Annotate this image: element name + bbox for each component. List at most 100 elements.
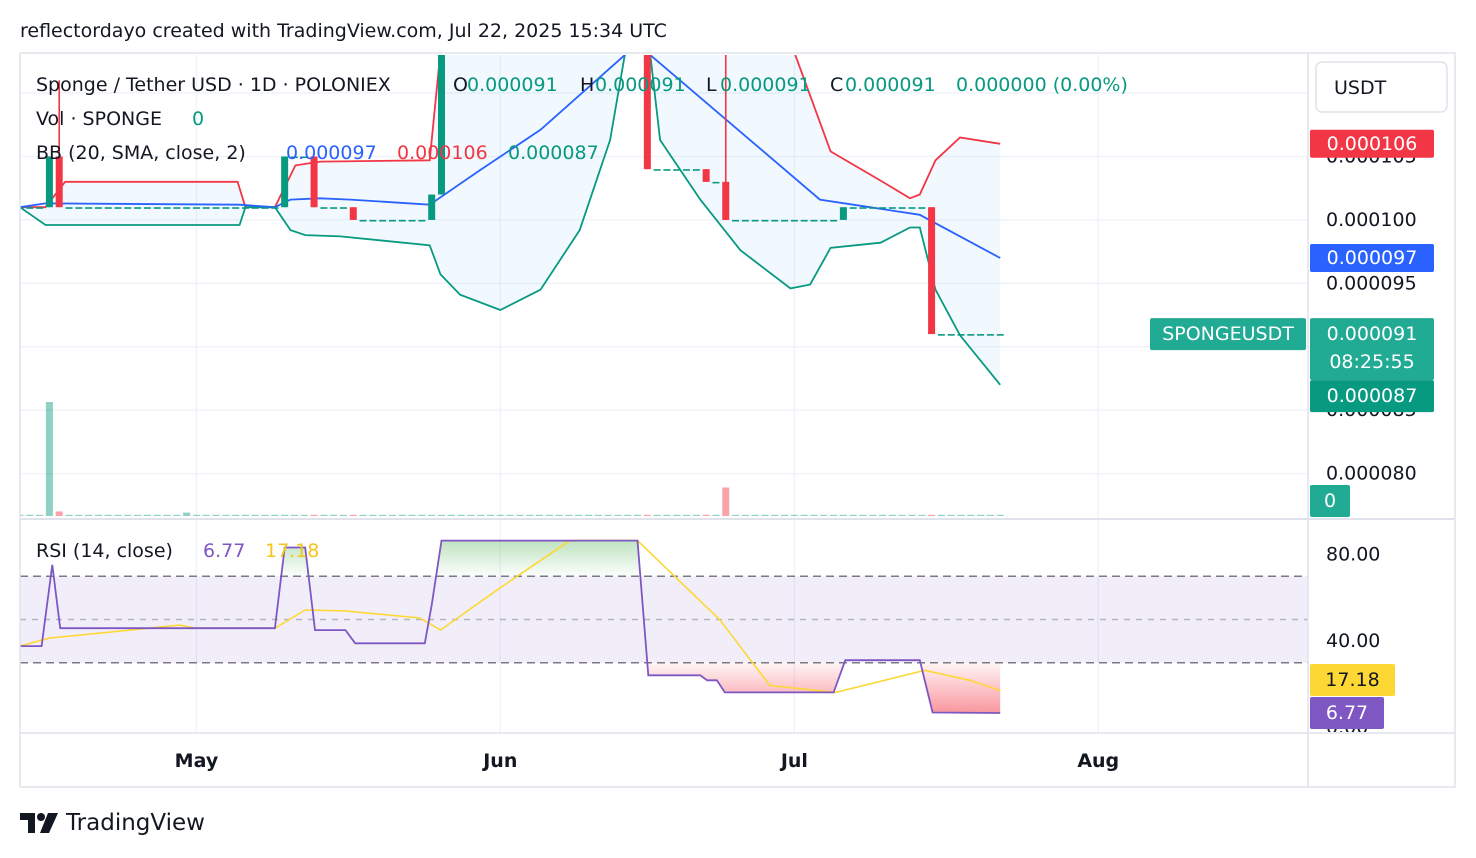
- bb-basis-value: 0.000097: [286, 142, 377, 164]
- volume-value: 0: [192, 108, 204, 130]
- volume-bar: [996, 514, 1004, 516]
- volume-bar: [634, 514, 642, 516]
- volume-bar: [369, 514, 377, 516]
- volume-bar: [26, 514, 34, 516]
- candle-body: [428, 194, 436, 220]
- grid: [20, 55, 1308, 732]
- candle-body: [114, 207, 122, 209]
- volume-bar: [271, 514, 279, 516]
- volume-bar: [143, 514, 151, 516]
- candle-body: [859, 207, 867, 209]
- ohlc-value: 0.000091: [467, 74, 558, 96]
- candle-body: [928, 207, 936, 335]
- volume-bar: [388, 514, 396, 516]
- volume-bar: [359, 514, 367, 516]
- candle-body: [408, 219, 416, 222]
- volume-bar: [888, 514, 896, 516]
- candle-body: [996, 334, 1004, 336]
- bb-title: BB (20, SMA, close, 2): [36, 142, 246, 164]
- volume-bar: [839, 514, 847, 516]
- candle-body: [722, 181, 730, 220]
- candle-body: [898, 207, 906, 209]
- volume-bar: [986, 514, 994, 516]
- candle-body: [810, 219, 818, 222]
- candle-body: [800, 219, 808, 222]
- volume-bar: [300, 514, 308, 516]
- candle-body: [888, 207, 896, 209]
- candle-body: [85, 207, 93, 209]
- volume-bar: [94, 514, 102, 516]
- volume-bar: [398, 514, 406, 516]
- volume-bar: [290, 514, 298, 516]
- volume-bar: [947, 514, 955, 516]
- volume-bar: [565, 514, 573, 516]
- volume-bar: [251, 514, 259, 516]
- candle-body: [134, 207, 142, 209]
- candle-body: [36, 207, 44, 209]
- volume-bar: [134, 514, 142, 516]
- volume-title: Vol · SPONGE: [36, 108, 162, 130]
- ohlc-letter: L: [706, 74, 717, 96]
- volume-bar: [320, 514, 328, 516]
- candle-body: [967, 334, 975, 336]
- currency-label[interactable]: USDT: [1334, 77, 1387, 99]
- volume-bar: [437, 514, 445, 516]
- price-label: 0.000087: [1327, 385, 1418, 407]
- candle-body: [977, 334, 985, 336]
- volume-bar: [55, 511, 63, 516]
- volume-bar: [643, 514, 651, 516]
- rsi-tick-label: 40.00: [1326, 630, 1380, 652]
- symbol-title: Sponge / Tether USD · 1D · POLONIEX: [36, 74, 391, 96]
- volume-bar: [937, 514, 945, 516]
- volume-bar: [379, 514, 387, 516]
- volume-bar: [702, 514, 710, 516]
- volume-bar: [153, 514, 161, 516]
- candle-body: [192, 207, 200, 209]
- candle-body: [232, 207, 240, 209]
- ohlc-letter: H: [580, 74, 594, 96]
- volume-bar: [545, 514, 553, 516]
- candle-body: [741, 219, 749, 222]
- volume-bar: [45, 402, 53, 516]
- volume-bar: [555, 514, 563, 516]
- candle-body: [663, 169, 671, 171]
- brand-logo: [20, 813, 58, 833]
- ohlc-letter: O: [453, 74, 468, 96]
- candle-body: [163, 207, 171, 209]
- rsi-tick-label: 80.00: [1326, 544, 1380, 566]
- volume-bar: [810, 514, 818, 516]
- candle-body: [702, 169, 710, 182]
- volume-bar: [898, 514, 906, 516]
- candle-body: [241, 207, 249, 209]
- candle-body: [643, 55, 651, 170]
- ohlc-value: 0.000091: [720, 74, 811, 96]
- volume-bar: [732, 514, 740, 516]
- volume-bar: [241, 514, 249, 516]
- volume-bar: [467, 514, 475, 516]
- price-label-bg: [1310, 129, 1434, 158]
- candle-body: [908, 207, 916, 209]
- volume-bar: [428, 514, 436, 516]
- volume-bar: [761, 514, 769, 516]
- bb-lower-value: 0.000087: [508, 142, 599, 164]
- volume-bar: [683, 514, 691, 516]
- volume-bar: [967, 514, 975, 516]
- bollinger-bands: [20, 55, 1001, 386]
- volume-bar: [781, 514, 789, 516]
- candle-body: [202, 207, 210, 209]
- time-tick-label: Jun: [481, 750, 517, 772]
- candle-body: [379, 219, 387, 222]
- currency-button[interactable]: [1315, 61, 1448, 113]
- candle-body: [751, 219, 759, 222]
- rsi-oversold-fill: [20, 662, 1001, 713]
- price-label: 6.77: [1326, 702, 1368, 724]
- volume-bar: [663, 514, 671, 516]
- candle-body: [771, 219, 779, 222]
- bb-upper-value: 0.000106: [397, 142, 488, 164]
- price-change: 0.000000 (0.00%): [956, 74, 1128, 96]
- volume-bar: [232, 514, 240, 516]
- candle-body: [45, 156, 53, 208]
- volume-bar: [173, 514, 181, 516]
- candle-body: [75, 207, 83, 209]
- volume-bar: [183, 512, 191, 516]
